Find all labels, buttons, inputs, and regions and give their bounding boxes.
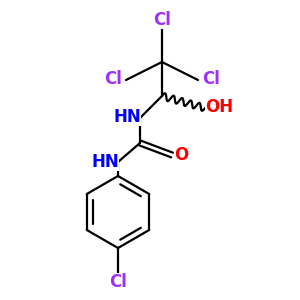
Text: OH: OH xyxy=(205,98,233,116)
Text: Cl: Cl xyxy=(153,11,171,29)
Text: Cl: Cl xyxy=(202,70,220,88)
Text: HN: HN xyxy=(113,108,141,126)
Text: HN: HN xyxy=(91,153,119,171)
Text: Cl: Cl xyxy=(109,273,127,291)
Text: Cl: Cl xyxy=(104,70,122,88)
Text: O: O xyxy=(174,146,188,164)
